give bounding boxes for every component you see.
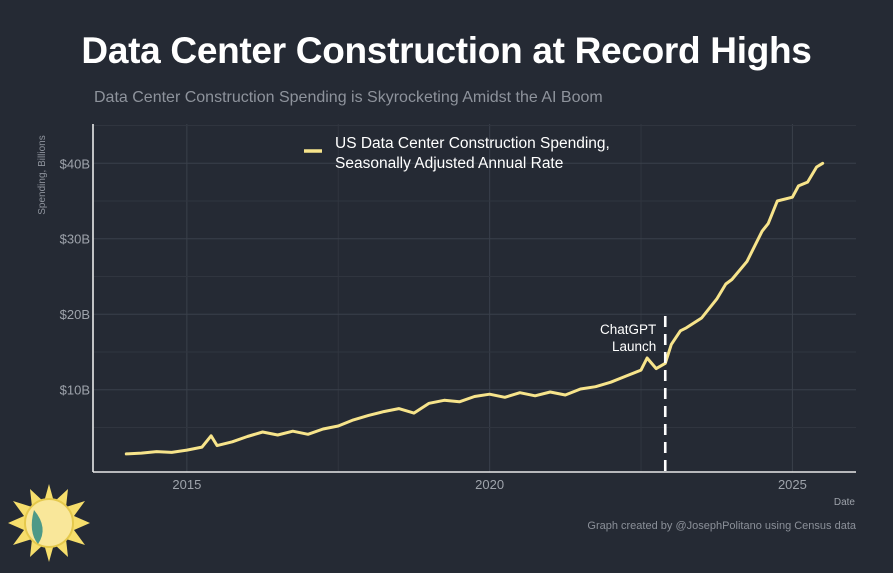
grid xyxy=(93,124,856,472)
tick-labels: 2015 2020 2025 $10B $20B $30B $40B Date Spending… xyxy=(37,135,855,508)
page-subtitle: Data Center Construction Spending is Sky… xyxy=(94,89,603,106)
legend-label-line: Seasonally Adjusted Annual Rate xyxy=(335,155,563,172)
annotation-label: ChatGPT xyxy=(600,322,656,337)
y-tick-label: $40B xyxy=(60,156,90,171)
series-lines xyxy=(124,161,825,456)
footer-credit: Graph created by @JosephPolitano using C… xyxy=(587,520,856,532)
x-tick-label: 2015 xyxy=(172,477,201,492)
legend-label-line: US Data Center Construction Spending, xyxy=(335,135,610,152)
x-axis-label: Date xyxy=(834,497,856,508)
y-tick-label: $10B xyxy=(60,383,90,398)
y-tick-label: $30B xyxy=(60,232,90,247)
sun-icon xyxy=(8,484,90,562)
series-line xyxy=(124,161,825,456)
y-tick-label: $20B xyxy=(60,307,90,322)
annotations: ChatGPT Launch xyxy=(600,316,667,472)
x-tick-label: 2020 xyxy=(475,477,504,492)
legend-label: US Data Center Construction Spending, Sea… xyxy=(335,135,610,172)
x-tick-label: 2025 xyxy=(778,477,807,492)
axes xyxy=(92,124,856,473)
annotation-label: Launch xyxy=(612,339,656,354)
legend: US Data Center Construction Spending, Sea… xyxy=(304,135,610,172)
page-title: Data Center Construction at Record Highs xyxy=(81,30,812,71)
y-axis-label: Spending, Billions xyxy=(37,135,48,215)
